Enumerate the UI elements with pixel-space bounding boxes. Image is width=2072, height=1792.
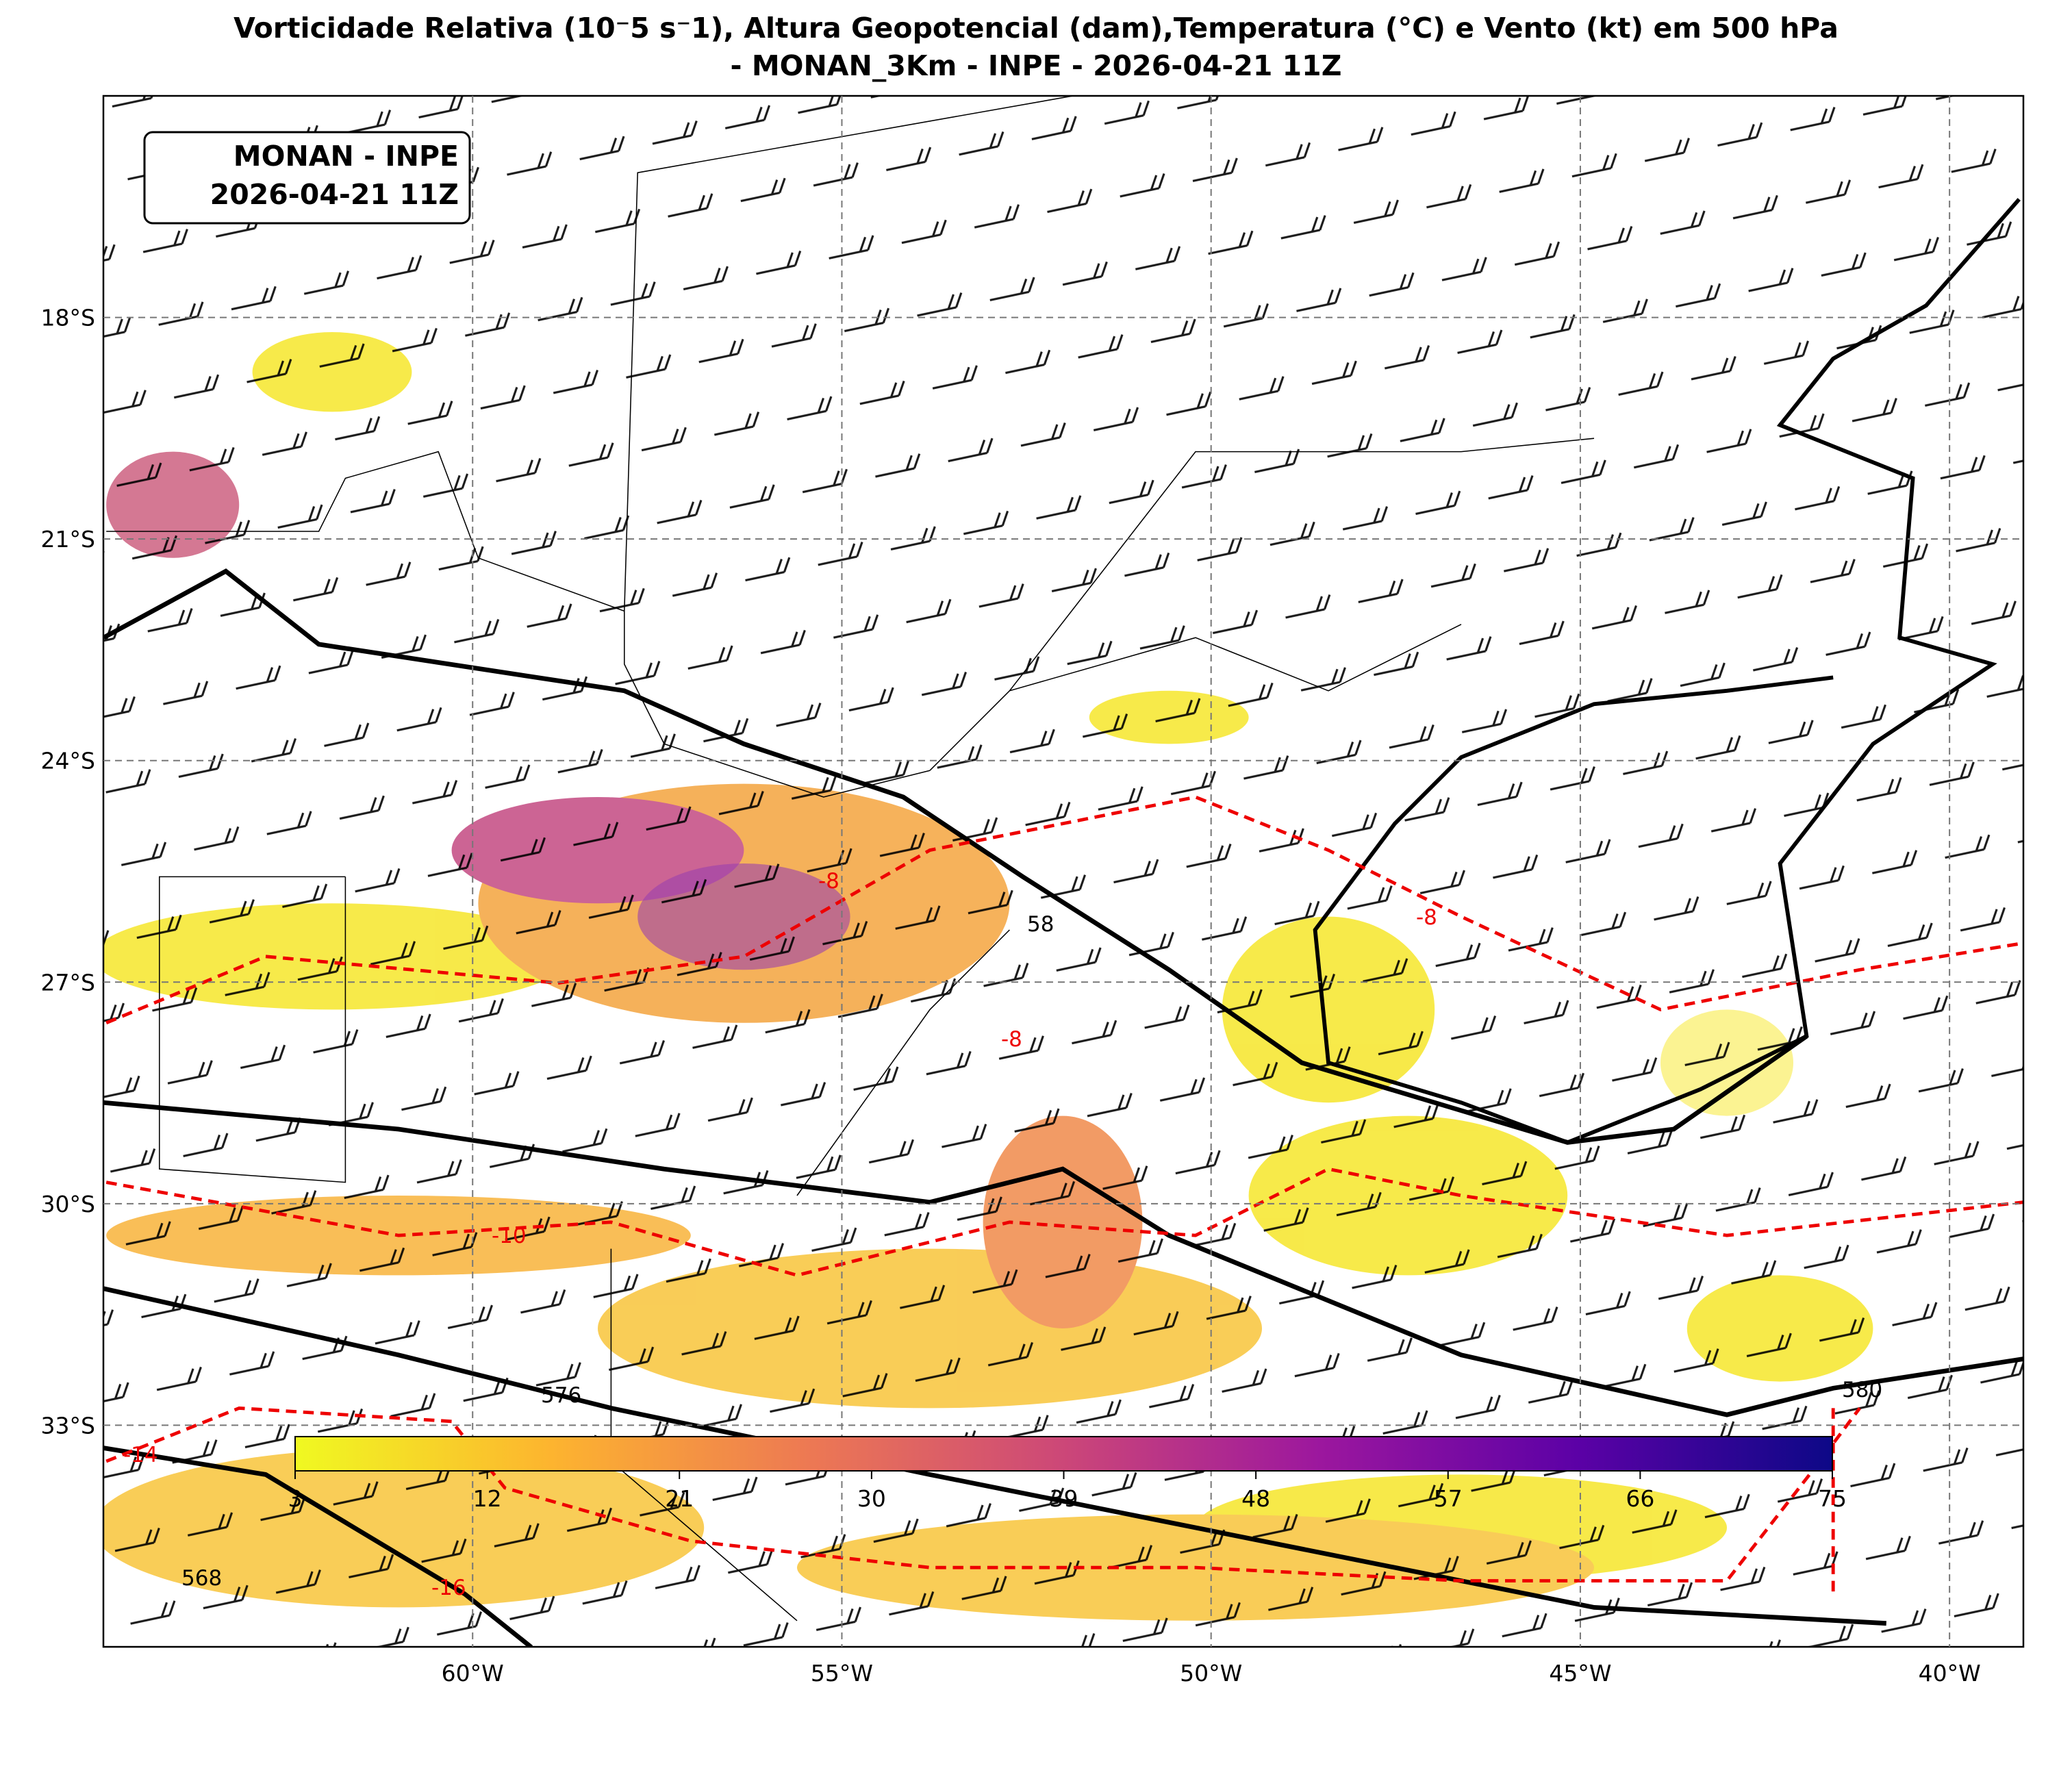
longitude-label: 60°W (442, 1660, 504, 1687)
temperature-contour-label: -8 (1001, 1027, 1022, 1052)
title-line-1: Vorticidade Relativa (10⁻5 s⁻1), Altura … (233, 12, 1839, 45)
temperature-contour-label: -14 (123, 1443, 158, 1467)
colorbar-tick-label: 30 (857, 1485, 886, 1512)
height-contour-label: 568 (181, 1566, 222, 1591)
longitude-label: 50°W (1180, 1660, 1242, 1687)
temperature-contour-label: -8 (818, 869, 839, 894)
latitude-label: 30°S (41, 1191, 95, 1217)
longitude-label: 45°W (1549, 1660, 1611, 1687)
info-box-line: 2026-04-21 11Z (210, 178, 459, 211)
latitude-label: 18°S (41, 305, 95, 331)
map-frame (102, 94, 2025, 1648)
colorbar-tick-label: 75 (1818, 1485, 1847, 1512)
info-box: MONAN - INPE 2026-04-21 11Z (143, 131, 471, 225)
latitude-label: 24°S (41, 748, 95, 774)
latitude-label: 21°S (41, 526, 95, 553)
colorbar-tick-label: 66 (1626, 1485, 1654, 1512)
height-contour-label: 576 (541, 1383, 581, 1408)
colorbar-tick-label: 48 (1241, 1485, 1270, 1512)
height-contour-label: 58 (1027, 912, 1054, 937)
colorbar-tick-label: 12 (473, 1485, 502, 1512)
temperature-contour-label: -8 (1416, 905, 1437, 930)
graticule: 60°W 55°W 50°W 45°W 40°W 18°S 21°S 24°S 27°S 30°S… (41, 96, 2023, 1687)
info-box-frame (143, 131, 471, 225)
longitude-label: 40°W (1919, 1660, 1981, 1687)
info-box-line: MONAN - INPE (233, 140, 459, 173)
colorbar-tick-label: 39 (1050, 1485, 1078, 1512)
map-layers (103, 96, 2023, 1647)
height-contour-label: 580 (1842, 1378, 1882, 1402)
temperature-contour-label: -16 (431, 1576, 466, 1600)
longitude-label: 55°W (811, 1660, 873, 1687)
colorbar: 3 12 21 30 39 48 57 66 75 (288, 1436, 1847, 1512)
colorbar-tick-label: 3 (288, 1485, 303, 1512)
colorbar-bar (294, 1436, 1833, 1472)
latitude-label: 27°S (41, 969, 95, 996)
map-background (103, 96, 2023, 1647)
title-line-2: - MONAN_3Km - INPE - 2026-04-21 11Z (731, 49, 1342, 82)
colorbar-tick-label: 21 (665, 1485, 694, 1512)
colorbar-tick-label: 57 (1434, 1485, 1463, 1512)
temperature-contour-label: -10 (492, 1224, 527, 1248)
latitude-label: 33°S (41, 1412, 95, 1439)
contour-labels: 580 576 568 58 -8 -8 -8 -10 -14 -16 (123, 869, 1882, 1600)
